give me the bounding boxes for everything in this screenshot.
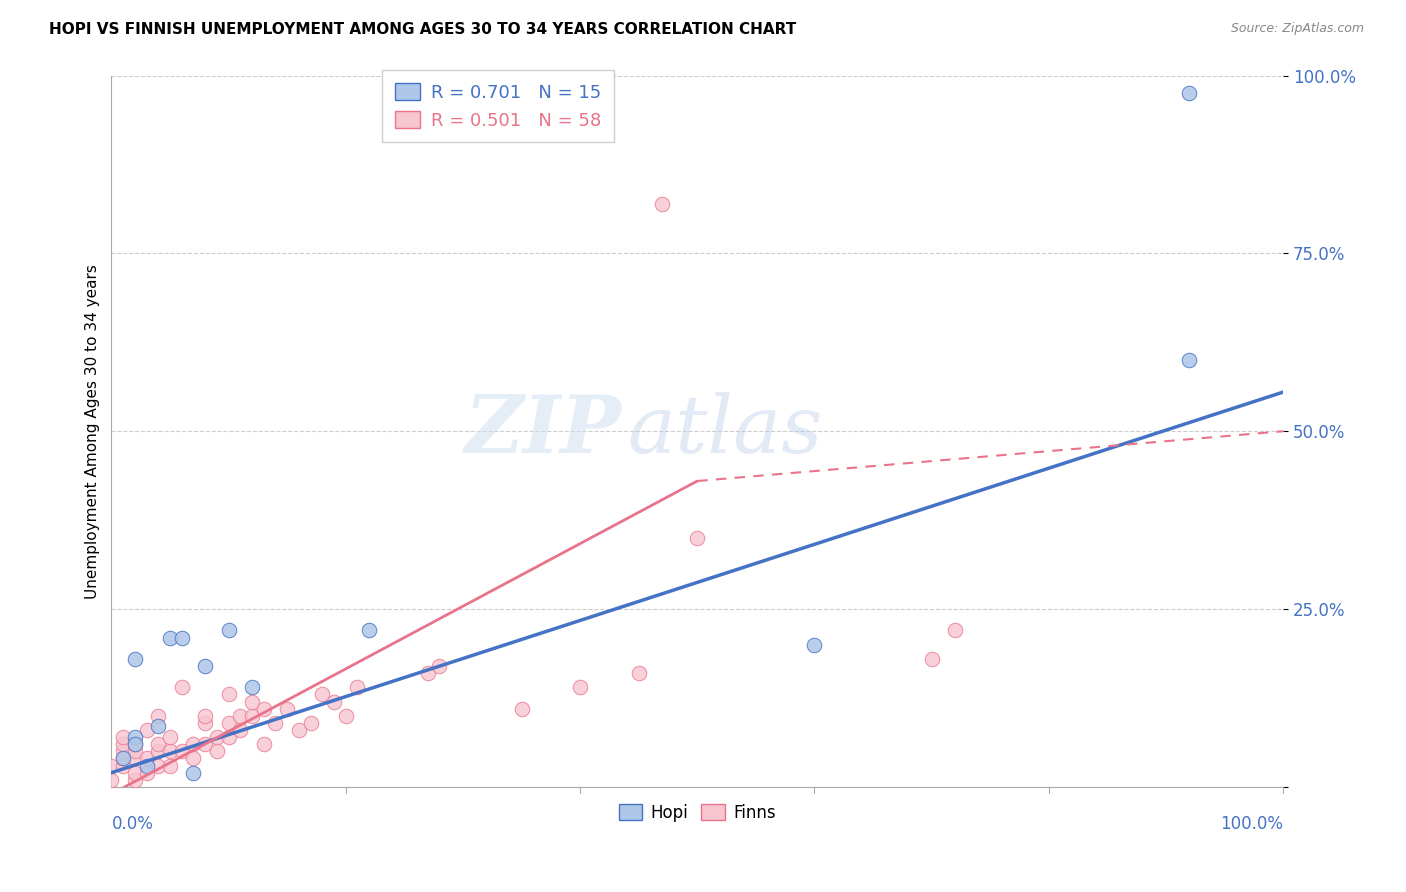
Point	[218, 715, 240, 730]
Point	[346, 681, 368, 695]
Point	[686, 531, 709, 545]
Text: ZIP: ZIP	[464, 392, 621, 470]
Point	[510, 701, 533, 715]
Point	[288, 723, 311, 737]
Point	[170, 631, 193, 645]
Point	[311, 688, 333, 702]
Point	[569, 681, 592, 695]
Point	[124, 765, 146, 780]
Point	[943, 624, 966, 638]
Point	[112, 751, 135, 765]
Point	[264, 715, 287, 730]
Point	[651, 196, 673, 211]
Point	[124, 737, 146, 751]
Point	[159, 631, 181, 645]
Text: 0.0%: 0.0%	[111, 815, 153, 833]
Point	[253, 737, 276, 751]
Point	[240, 708, 263, 723]
Text: 100.0%: 100.0%	[1220, 815, 1284, 833]
Point	[218, 624, 240, 638]
Point	[253, 701, 276, 715]
Point	[170, 681, 193, 695]
Point	[183, 737, 205, 751]
Point	[194, 715, 217, 730]
Point	[148, 744, 170, 758]
Point	[135, 723, 157, 737]
Point	[240, 694, 263, 708]
Point	[335, 708, 357, 723]
Point	[218, 688, 240, 702]
Point	[148, 719, 170, 733]
Point	[124, 744, 146, 758]
Point	[112, 730, 135, 744]
Point	[112, 744, 135, 758]
Text: atlas: atlas	[627, 392, 823, 470]
Point	[124, 737, 146, 751]
Point	[1178, 87, 1201, 101]
Point	[803, 638, 825, 652]
Text: HOPI VS FINNISH UNEMPLOYMENT AMONG AGES 30 TO 34 YEARS CORRELATION CHART: HOPI VS FINNISH UNEMPLOYMENT AMONG AGES …	[49, 22, 796, 37]
Point	[112, 737, 135, 751]
Point	[194, 659, 217, 673]
Point	[112, 758, 135, 772]
Point	[148, 737, 170, 751]
Point	[194, 737, 217, 751]
Point	[159, 744, 181, 758]
Point	[205, 744, 228, 758]
Point	[627, 666, 650, 681]
Point	[135, 751, 157, 765]
Point	[183, 751, 205, 765]
Point	[135, 758, 157, 772]
Point	[299, 715, 322, 730]
Point	[416, 666, 439, 681]
Point	[1178, 353, 1201, 368]
Point	[921, 652, 943, 666]
Point	[183, 765, 205, 780]
Point	[159, 758, 181, 772]
Point	[112, 751, 135, 765]
Point	[124, 772, 146, 787]
Point	[124, 751, 146, 765]
Point	[100, 772, 122, 787]
Point	[194, 708, 217, 723]
Point	[170, 744, 193, 758]
Point	[276, 701, 298, 715]
Point	[229, 708, 252, 723]
Text: Source: ZipAtlas.com: Source: ZipAtlas.com	[1230, 22, 1364, 36]
Point	[148, 708, 170, 723]
Point	[218, 730, 240, 744]
Point	[429, 659, 451, 673]
Point	[323, 694, 346, 708]
Point	[229, 723, 252, 737]
Point	[100, 758, 122, 772]
Point	[124, 730, 146, 744]
Point	[359, 624, 381, 638]
Point	[205, 730, 228, 744]
Y-axis label: Unemployment Among Ages 30 to 34 years: Unemployment Among Ages 30 to 34 years	[86, 264, 100, 599]
Point	[240, 681, 263, 695]
Point	[159, 730, 181, 744]
Point	[148, 758, 170, 772]
Point	[135, 765, 157, 780]
Point	[124, 652, 146, 666]
Legend: Hopi, Finns: Hopi, Finns	[612, 797, 783, 829]
